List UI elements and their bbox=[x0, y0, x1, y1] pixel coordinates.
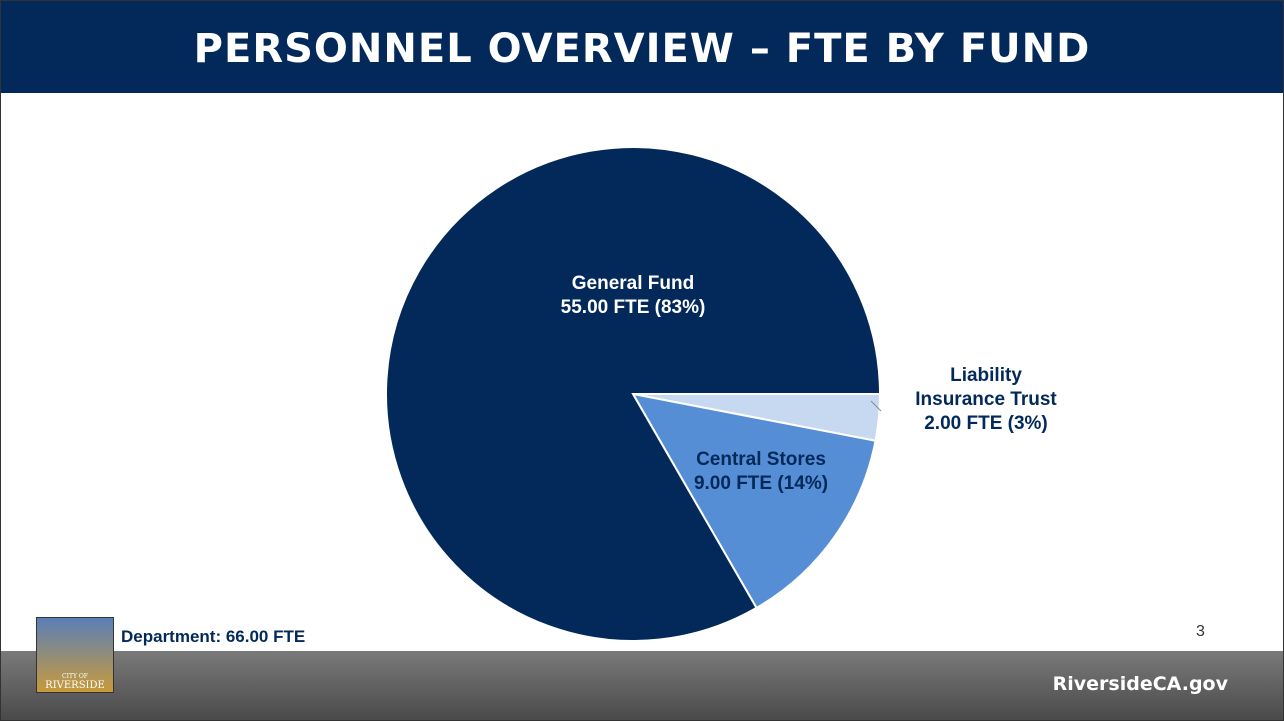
category-label: General Fund bbox=[571, 273, 695, 294]
category-label: Liability Insurance Trust bbox=[915, 365, 1057, 410]
logo-text: RIVERSIDE bbox=[45, 680, 105, 691]
pie-slice bbox=[385, 146, 882, 642]
page-number: 3 bbox=[1196, 623, 1205, 640]
leader-line bbox=[870, 400, 882, 412]
department-total: Department: 66.00 FTE bbox=[121, 627, 306, 646]
slice-label: General Fund 55.00 FTE (83%) bbox=[523, 272, 743, 320]
slice-label: Liability Insurance Trust 2.00 FTE (3%) bbox=[911, 364, 1061, 436]
city-logo: CITY OF RIVERSIDE bbox=[36, 617, 114, 693]
website: RiversideCA.gov bbox=[1052, 673, 1228, 695]
logo-text: CITY OF bbox=[62, 673, 88, 680]
footer-band bbox=[1, 651, 1283, 720]
slide-title: PERSONNEL OVERVIEW – FTE BY FUND bbox=[1, 1, 1283, 93]
pie-slice bbox=[631, 392, 877, 610]
value-label: 55.00 FTE (83%) bbox=[560, 297, 706, 318]
value-label: 9.00 FTE (14%) bbox=[693, 473, 829, 494]
value-label: 2.00 FTE (3%) bbox=[924, 413, 1048, 434]
slice-label: Central Stores 9.00 FTE (14%) bbox=[671, 448, 851, 496]
category-label: Central Stores bbox=[696, 449, 826, 470]
